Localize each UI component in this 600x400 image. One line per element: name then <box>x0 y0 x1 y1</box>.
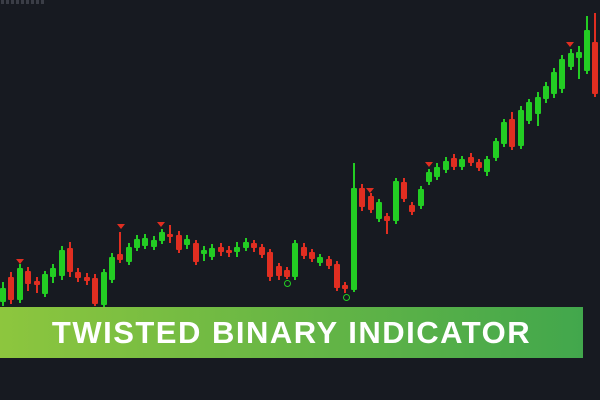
candle-body <box>551 72 557 94</box>
candle-body <box>109 257 115 280</box>
candle-body <box>75 272 81 278</box>
candle-wick <box>386 213 388 234</box>
candle-body <box>284 270 290 277</box>
candle-body <box>484 159 490 172</box>
candle-body <box>418 189 424 206</box>
candle-body <box>443 161 449 170</box>
candle-body <box>50 268 56 277</box>
candle-body <box>426 172 432 182</box>
sell-signal-arrow-icon <box>16 259 24 264</box>
candle-body <box>92 278 98 304</box>
candle-body <box>301 247 307 256</box>
buy-signal-circle-icon <box>283 279 291 287</box>
banner-title: TWISTED BINARY INDICATOR <box>51 314 532 350</box>
candle-body <box>468 157 474 163</box>
candle-body <box>276 266 282 276</box>
candle-body <box>351 188 357 290</box>
candle-body <box>501 122 507 144</box>
candle-body <box>518 110 524 146</box>
candle-body <box>226 250 232 253</box>
candle-body <box>309 252 315 259</box>
candle-body <box>334 264 340 288</box>
candle-body <box>0 288 6 302</box>
candle-body <box>576 52 582 58</box>
candle-body <box>84 277 90 281</box>
candle-body <box>209 248 215 257</box>
candle-body <box>317 257 323 263</box>
candle-body <box>393 181 399 221</box>
candle-body <box>67 248 73 272</box>
candle-body <box>243 242 249 248</box>
candle-body <box>218 247 224 252</box>
candle-body <box>384 216 390 221</box>
title-banner: TWISTED BINARY INDICATOR <box>0 307 583 358</box>
candle-body <box>342 285 348 289</box>
candle-body <box>193 243 199 262</box>
candle-body <box>368 196 374 210</box>
candle-wick <box>36 277 38 293</box>
candle-body <box>592 42 598 94</box>
candle-body <box>493 141 499 158</box>
candle-body <box>584 30 590 71</box>
candle-body <box>526 102 532 121</box>
candle-wick <box>119 232 121 263</box>
candle-body <box>568 53 574 67</box>
candle-body <box>17 268 23 300</box>
candle-body <box>42 274 48 294</box>
candle-body <box>326 259 332 266</box>
candle-body <box>434 167 440 177</box>
sell-signal-arrow-icon <box>566 42 574 47</box>
candle-body <box>184 239 190 245</box>
sell-signal-arrow-icon <box>366 188 374 193</box>
sell-signal-arrow-icon <box>157 222 165 227</box>
candle-body <box>167 234 173 237</box>
buy-signal-circle-icon <box>342 293 350 301</box>
candle-body <box>8 277 14 300</box>
candle-body <box>151 240 157 247</box>
candle-body <box>459 159 465 167</box>
candle-body <box>25 271 31 284</box>
sell-signal-arrow-icon <box>117 224 125 229</box>
candle-body <box>259 247 265 255</box>
candle-body <box>359 188 365 207</box>
candle-body <box>509 119 515 147</box>
candle-body <box>476 162 482 168</box>
candle-body <box>234 247 240 252</box>
candle-body <box>409 205 415 212</box>
candle-body <box>142 238 148 246</box>
candle-body <box>201 250 207 254</box>
candle-body <box>559 59 565 89</box>
candle-body <box>134 239 140 248</box>
watermark-fragment <box>1 0 45 4</box>
candle-body <box>376 202 382 219</box>
candle-body <box>535 97 541 114</box>
candle-body <box>101 272 107 305</box>
sell-signal-arrow-icon <box>425 162 433 167</box>
candle-body <box>176 235 182 250</box>
candle-body <box>292 243 298 277</box>
candle-body <box>117 254 123 260</box>
candle-body <box>451 158 457 167</box>
candle-body <box>543 86 549 99</box>
candle-body <box>34 281 40 285</box>
candle-body <box>267 252 273 277</box>
candle-body <box>159 232 165 241</box>
candle-body <box>126 247 132 262</box>
candle-body <box>251 243 257 248</box>
candle-wick <box>578 46 580 79</box>
candle-body <box>401 182 407 199</box>
candle-body <box>59 250 65 276</box>
